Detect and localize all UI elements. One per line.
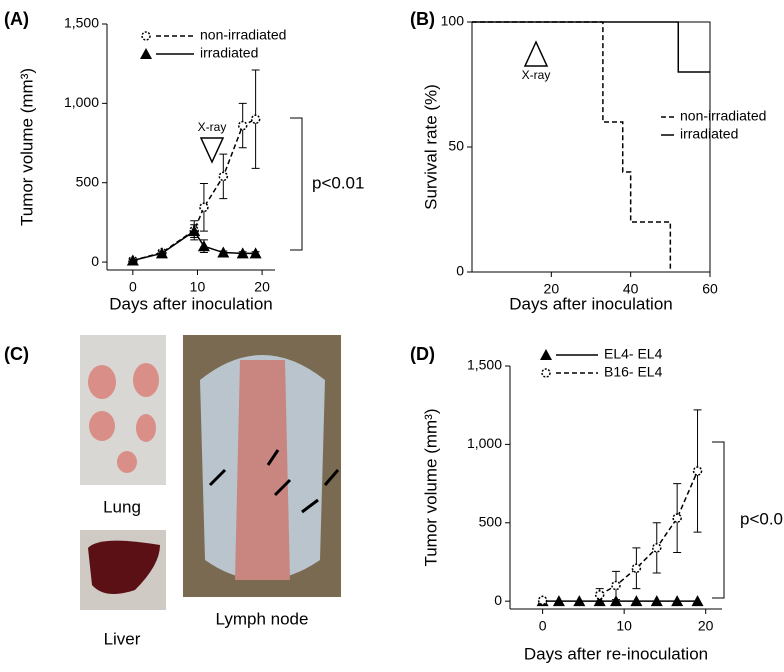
marker	[650, 595, 663, 607]
marker	[573, 595, 586, 607]
panel-1: (B) 0 50 100 20 40 60 Days after inoculation Sur…	[410, 9, 766, 314]
y-tick-label: 50	[448, 138, 464, 154]
y-tick-label: 1,500	[467, 357, 502, 373]
plot-frame	[471, 21, 711, 273]
lung-lobe	[117, 451, 137, 473]
x-axis-label: Days after inoculation	[109, 294, 272, 313]
arrow	[266, 449, 280, 466]
marker	[155, 247, 168, 259]
marker	[250, 114, 261, 124]
marker	[217, 246, 230, 258]
y-tick-label: 1,500	[64, 15, 99, 31]
lung-lobe	[133, 363, 159, 397]
panel-2: (C) Lung Liver Lymph node	[4, 344, 308, 649]
marker	[631, 563, 642, 573]
xray-label: X-ray	[198, 120, 227, 134]
significance-bracket	[712, 441, 725, 599]
y-tick-label: 0	[494, 592, 502, 608]
marker	[610, 595, 622, 607]
y-tick-label: 500	[479, 513, 503, 529]
x-tick-label: 20	[544, 281, 560, 297]
significance-bracket	[290, 117, 303, 251]
arrow	[301, 498, 319, 514]
marker	[537, 595, 548, 606]
panel-label: (D)	[410, 344, 435, 364]
x-tick-label: 20	[254, 279, 270, 295]
legend-label: B16- EL4	[604, 364, 663, 380]
marker	[594, 590, 605, 600]
marker	[126, 254, 139, 266]
marker	[236, 247, 249, 259]
tissue	[235, 360, 290, 580]
x-tick-label: 40	[623, 281, 639, 297]
legend-label: non-irradiated	[680, 108, 766, 124]
liver	[88, 540, 160, 594]
legend-label: irradiated	[200, 45, 258, 61]
x-axis-label: Days after inoculation	[509, 294, 672, 313]
marker	[218, 171, 229, 182]
y-tick-label: 1,000	[64, 94, 99, 110]
survival-line	[472, 21, 672, 272]
arrows	[208, 449, 340, 514]
legend-label: EL4- EL4	[604, 346, 663, 362]
y-tick-label: 1,000	[467, 435, 502, 451]
panel-label: (C)	[4, 344, 29, 364]
legend-label: non-irradiated	[200, 27, 286, 43]
significance-label: p<0.01	[740, 509, 784, 528]
significance-label: p<0.01	[312, 173, 364, 192]
lung-lobe	[88, 365, 116, 399]
y-tick-label: 500	[76, 173, 100, 189]
y-tick-label: 0	[91, 253, 99, 269]
marker	[199, 202, 209, 213]
x-tick-label: 0	[129, 279, 137, 295]
panel-label: (A)	[4, 9, 29, 29]
legend-marker	[540, 349, 552, 360]
marker	[630, 595, 643, 607]
x-tick-label: 60	[702, 281, 718, 297]
legend-marker	[541, 368, 551, 378]
photo-label: Lung	[103, 497, 141, 516]
xray-marker	[199, 137, 225, 164]
photo-label: Lymph node	[216, 609, 309, 628]
arrow	[273, 478, 292, 497]
marker	[671, 595, 684, 607]
y-axis-label: Tumor volume (mm³)	[17, 68, 36, 226]
marker	[652, 543, 662, 553]
survival-line	[472, 21, 710, 73]
xray-marker	[523, 40, 549, 67]
y-tick-label: 0	[456, 263, 464, 279]
marker	[691, 595, 704, 607]
photo-label: Liver	[104, 629, 141, 648]
x-axis-label: Days after re-inoculation	[524, 644, 708, 663]
x-tick-label: 20	[698, 618, 714, 634]
marker	[188, 225, 201, 237]
x-tick-label: 10	[616, 618, 632, 634]
legend-label: irradiated	[680, 126, 738, 142]
marker	[692, 466, 703, 476]
panel-label: (B)	[410, 9, 435, 29]
marker	[552, 595, 565, 607]
marker	[611, 580, 621, 591]
arrow	[208, 468, 227, 487]
series-line	[599, 470, 699, 596]
lung-lobe	[89, 411, 115, 441]
marker	[237, 120, 248, 131]
x-tick-label: 10	[190, 279, 206, 295]
marker	[672, 513, 682, 523]
arrow	[323, 469, 340, 486]
x-tick-label: 0	[539, 618, 547, 634]
y-tick-label: 100	[441, 13, 465, 29]
marker	[249, 247, 262, 259]
photo-panel	[80, 335, 341, 610]
legend-marker	[140, 48, 152, 59]
y-axis-label: Survival rate (%)	[421, 84, 440, 210]
marker	[197, 240, 210, 252]
panel-3: (D) 0 500 1,000 1,500 0 10 20 Days after re-inoc…	[410, 344, 784, 664]
lung-lobe	[136, 414, 156, 442]
xray-label: X-ray	[522, 68, 551, 82]
y-axis-label: Tumor volume (mm³)	[421, 408, 440, 566]
legend-marker	[141, 31, 151, 41]
